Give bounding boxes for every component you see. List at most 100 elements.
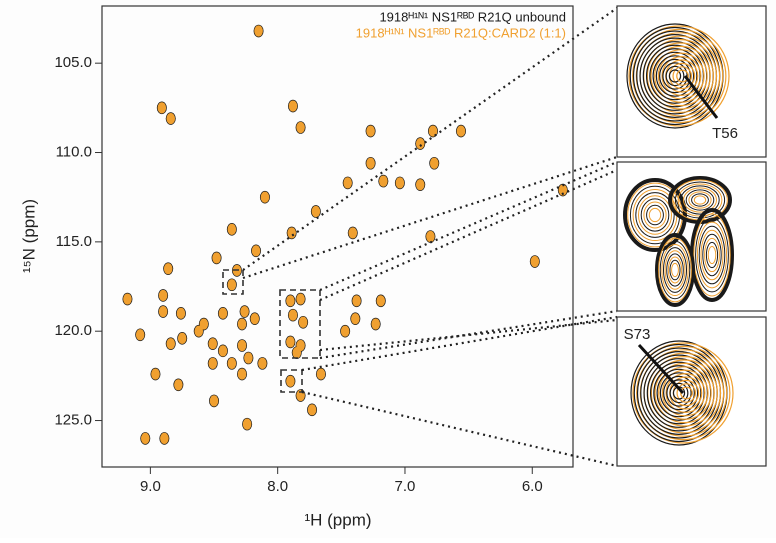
contour-unbound <box>653 365 705 421</box>
peak-bound <box>240 305 249 318</box>
contour <box>700 229 724 281</box>
contour-unbound <box>649 48 701 104</box>
contour-bound <box>672 66 693 86</box>
contour <box>702 233 722 277</box>
peak-bound <box>288 309 298 321</box>
peak-bound <box>456 125 466 137</box>
peak-bound <box>352 295 361 307</box>
peak-bound <box>177 332 187 344</box>
peak-bound <box>254 25 263 37</box>
contour-unbound <box>663 375 695 411</box>
peak-bound <box>242 418 252 430</box>
peak-bound <box>237 339 247 352</box>
contour <box>661 243 689 297</box>
peak-bound <box>157 102 167 114</box>
contour <box>662 247 688 293</box>
peak-bound <box>208 357 218 369</box>
peak-bound <box>174 379 183 391</box>
peak-bound <box>366 157 375 169</box>
peak-bound <box>227 223 237 235</box>
contour-unbound <box>659 372 699 414</box>
inset-frame <box>616 5 767 158</box>
contour-unbound <box>655 55 695 97</box>
peak-bound <box>237 368 247 380</box>
legend-entry: 1918ᴴ¹ᴺ¹ NS1ᴿᴮᴰ R21Q:CARD2 (1:1) <box>356 25 566 40</box>
contour <box>623 178 687 252</box>
peak-bound <box>250 313 260 325</box>
peak-bound <box>158 289 168 302</box>
contour-bound <box>661 369 709 417</box>
y-axis-label: ¹⁵N (ppm) <box>19 199 38 273</box>
contour-bound <box>654 49 708 103</box>
plot-frame <box>101 5 574 468</box>
contour-bound <box>680 386 693 400</box>
peak-bound <box>244 352 253 364</box>
peak-bound <box>160 432 169 445</box>
connector <box>242 7 618 271</box>
contour-bound <box>665 373 706 414</box>
contour <box>696 221 728 289</box>
contour-unbound <box>665 65 685 87</box>
peaks <box>122 24 568 445</box>
peak-bound <box>151 368 160 380</box>
x-tick-label: 9.0 <box>140 478 161 495</box>
peak-bound <box>296 121 305 134</box>
contour <box>691 193 709 207</box>
legend-entry: 1918ᴴ¹ᴺ¹ NS1ᴿᴮᴰ R21Q unbound <box>379 9 566 24</box>
peak-bound <box>366 125 375 137</box>
inset-label: T56 <box>712 125 738 142</box>
peak-bound <box>258 357 267 369</box>
peak-bound <box>212 252 221 264</box>
contour <box>685 189 715 211</box>
contour-bound <box>650 45 711 107</box>
x-axis-label: ¹H (ppm) <box>304 510 371 529</box>
contour <box>688 191 712 209</box>
contour <box>655 233 695 307</box>
contour-unbound <box>669 382 689 404</box>
peak-bound <box>296 293 305 305</box>
contour <box>659 240 691 300</box>
connector-lines <box>242 7 618 468</box>
contour-unbound <box>662 62 688 90</box>
peak-bound <box>292 347 302 359</box>
peak-bound <box>208 338 218 350</box>
peak-bound <box>395 177 405 189</box>
connector <box>319 168 618 302</box>
x-tick-label: 8.0 <box>267 478 288 495</box>
y-tick-label: 125.0 <box>54 412 92 429</box>
contour-bound <box>650 359 718 427</box>
contour <box>658 237 692 303</box>
contour <box>693 195 707 205</box>
contour <box>693 213 731 297</box>
peak-bound <box>298 316 308 328</box>
peak-bound <box>286 336 295 348</box>
connector <box>319 309 618 360</box>
peak-bound <box>429 157 439 169</box>
peak-bound <box>307 404 317 416</box>
x-tick-label: 6.0 <box>522 478 543 495</box>
contour <box>646 204 664 226</box>
contour <box>664 250 686 290</box>
peak-bound <box>371 318 380 330</box>
contour-unbound <box>656 368 702 418</box>
insets: T56 S73 <box>616 5 767 467</box>
peak-bound <box>123 293 132 305</box>
contour <box>704 237 720 273</box>
peak-bound <box>351 313 360 325</box>
peak-bound <box>135 329 145 341</box>
peak-bound <box>343 177 352 189</box>
peak-bound <box>530 255 540 268</box>
highlight-box <box>279 289 321 359</box>
peak-bound <box>288 100 298 112</box>
contour <box>643 201 667 229</box>
pointer <box>683 75 719 119</box>
y-tick-label: 115.0 <box>56 233 92 250</box>
contour <box>695 217 729 293</box>
peak-bound <box>176 307 186 319</box>
peak-bound <box>260 191 270 203</box>
contour <box>669 259 681 281</box>
contour <box>638 195 672 235</box>
contour-bound <box>676 383 697 403</box>
peak-bound <box>558 184 568 196</box>
highlight-box <box>280 369 303 393</box>
